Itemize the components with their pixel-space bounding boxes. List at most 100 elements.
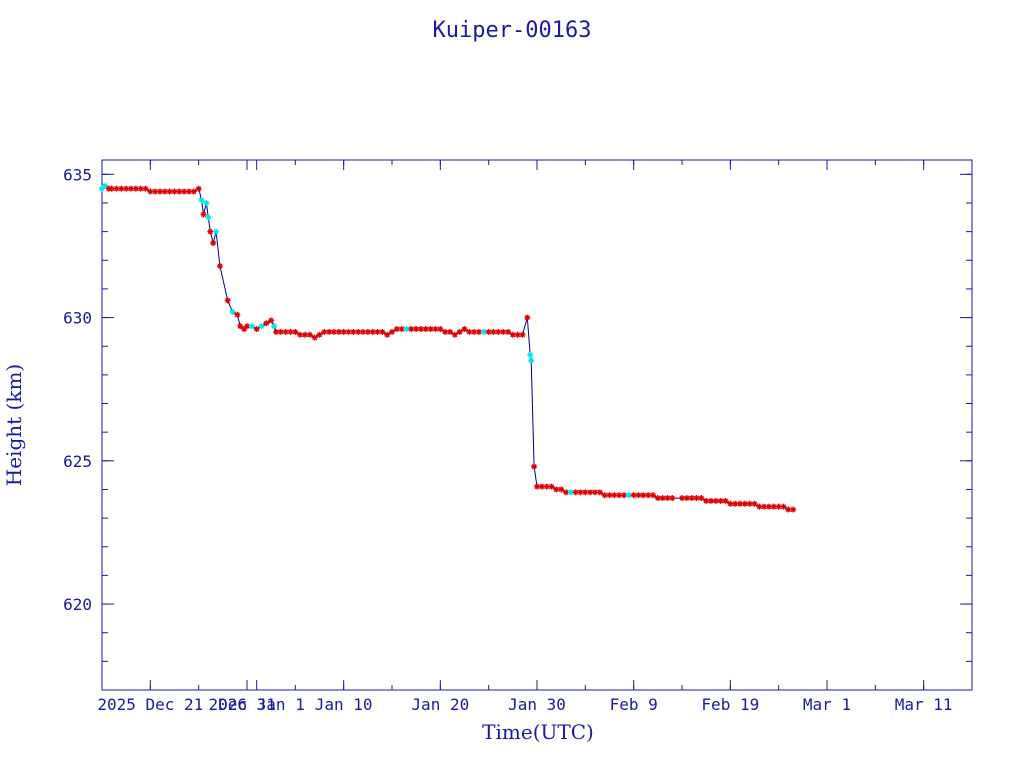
data-point-marker [476, 328, 482, 335]
data-point-marker [234, 311, 241, 318]
axis-ticks [101, 160, 973, 691]
data-point-marker [741, 500, 748, 507]
data-point-marker [466, 328, 473, 335]
data-point-marker [756, 503, 763, 510]
data-point-marker [422, 326, 429, 333]
data-point-marker [456, 328, 463, 335]
x-tick-label: Feb 9 [610, 695, 658, 714]
height-series-line [101, 185, 794, 510]
data-point-marker [418, 326, 424, 333]
data-point-marker [480, 328, 487, 335]
data-point-marker [563, 489, 569, 496]
data-point-marker [717, 497, 724, 504]
data-point-marker [271, 323, 278, 330]
data-point-marker [519, 331, 526, 338]
data-point-marker [186, 188, 192, 195]
y-tick-labels: 620 625 630 635 [63, 165, 92, 614]
data-point-marker [596, 489, 603, 496]
data-point-marker [287, 328, 294, 335]
data-point-marker [761, 503, 768, 510]
x-tick-label: 2026 Jan 1 [209, 695, 305, 714]
data-point-marker [514, 331, 521, 338]
data-point-marker [531, 463, 538, 470]
data-point-marker [258, 323, 265, 330]
data-point-marker [241, 326, 248, 333]
data-point-marker [282, 328, 289, 335]
data-point-marker [181, 188, 188, 195]
data-point-marker [447, 328, 453, 335]
data-point-marker [229, 308, 236, 315]
data-point-marker [461, 326, 468, 333]
data-point-marker [534, 483, 540, 490]
y-tick-label: 635 [63, 165, 92, 184]
data-point-marker [746, 500, 753, 507]
data-point-marker [207, 228, 214, 235]
data-point-marker [621, 492, 627, 499]
data-point-marker [113, 185, 120, 192]
data-point-marker [698, 495, 705, 502]
data-point-marker [688, 495, 695, 502]
data-point-marker [99, 185, 105, 192]
data-point-marker [664, 495, 671, 502]
data-point-marker [360, 328, 366, 335]
data-point-marker [630, 492, 637, 499]
data-point-marker [118, 185, 125, 192]
data-point-marker [210, 240, 217, 247]
y-tick-label: 630 [63, 309, 92, 328]
data-point-marker [195, 185, 202, 192]
data-point-marker [524, 314, 531, 321]
data-point-marker [693, 495, 700, 502]
data-point-marker [137, 185, 144, 192]
x-tick-label: Feb 19 [701, 695, 759, 714]
data-point-marker [592, 489, 598, 496]
x-tick-label: 2025 Dec 21 [97, 695, 203, 714]
data-point-marker [302, 331, 308, 338]
data-point-marker [558, 486, 565, 493]
data-point-marker [408, 326, 415, 333]
data-point-marker [101, 182, 108, 189]
data-point-marker [213, 228, 220, 235]
data-point-marker [297, 331, 304, 338]
series-markers [99, 182, 797, 513]
data-point-marker [152, 188, 159, 195]
data-point-marker [543, 483, 550, 490]
data-point-marker [669, 495, 676, 502]
data-point-marker [384, 331, 391, 338]
data-point-marker [157, 188, 163, 195]
x-tick-label: Mar 11 [895, 695, 953, 714]
data-point-marker [635, 492, 642, 499]
data-point-marker [650, 492, 656, 499]
data-point-marker [306, 331, 313, 338]
data-point-marker [587, 489, 594, 496]
data-point-marker [528, 357, 535, 364]
data-point-marker [770, 503, 777, 510]
x-tick-label: Dec 31 [218, 695, 276, 714]
data-point-marker [161, 188, 168, 195]
data-point-marker [727, 500, 734, 507]
data-point-marker [393, 326, 400, 333]
data-point-marker [703, 497, 710, 504]
data-point-marker [527, 351, 534, 358]
y-tick-label: 625 [63, 452, 92, 471]
y-axis-label: Height (km) [2, 364, 26, 486]
data-point-marker [471, 328, 478, 335]
data-point-marker [216, 263, 223, 269]
data-point-marker [708, 497, 714, 504]
data-point-marker [171, 188, 178, 195]
data-point-marker [722, 497, 729, 504]
data-point-marker [369, 328, 376, 335]
data-point-marker [654, 495, 661, 502]
data-point-marker [606, 492, 613, 499]
data-point-marker [567, 489, 574, 496]
x-tick-label: Mar 1 [803, 695, 851, 714]
data-point-marker [335, 328, 342, 335]
data-point-marker [132, 185, 139, 192]
data-point-marker [451, 331, 458, 338]
data-point-marker [582, 489, 589, 496]
data-point-marker [432, 326, 439, 333]
data-point-marker [205, 214, 212, 221]
data-point-marker [108, 185, 115, 192]
data-point-marker [268, 317, 275, 324]
data-point-marker [273, 328, 279, 335]
data-point-marker [659, 495, 666, 502]
